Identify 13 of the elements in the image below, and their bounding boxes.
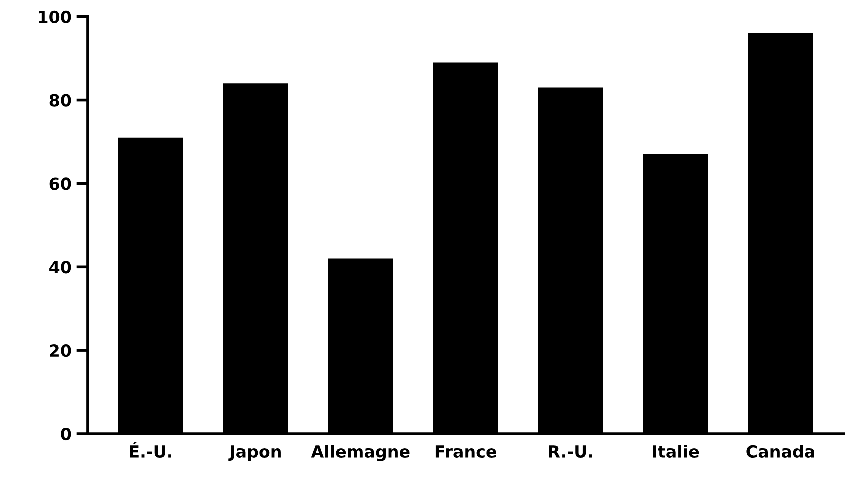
y-tick-label: 60 bbox=[50, 178, 72, 190]
x-tick-label: Canada bbox=[746, 445, 814, 458]
y-tick-label: 100 bbox=[39, 10, 72, 24]
y-tick-label: 40 bbox=[50, 261, 72, 274]
y-tick-label: 80 bbox=[50, 94, 72, 107]
y-tick-label: 20 bbox=[50, 344, 72, 358]
x-tick-label: Italie bbox=[653, 445, 700, 458]
x-tick-label: É.-U. bbox=[130, 442, 172, 458]
x-tick-label: R.-U. bbox=[549, 446, 592, 458]
x-tick-label: France bbox=[436, 446, 496, 458]
x-tick-label: Allemagne bbox=[311, 445, 410, 462]
x-tick-label: Japon bbox=[228, 446, 281, 462]
y-tick-label: 0 bbox=[61, 428, 72, 441]
